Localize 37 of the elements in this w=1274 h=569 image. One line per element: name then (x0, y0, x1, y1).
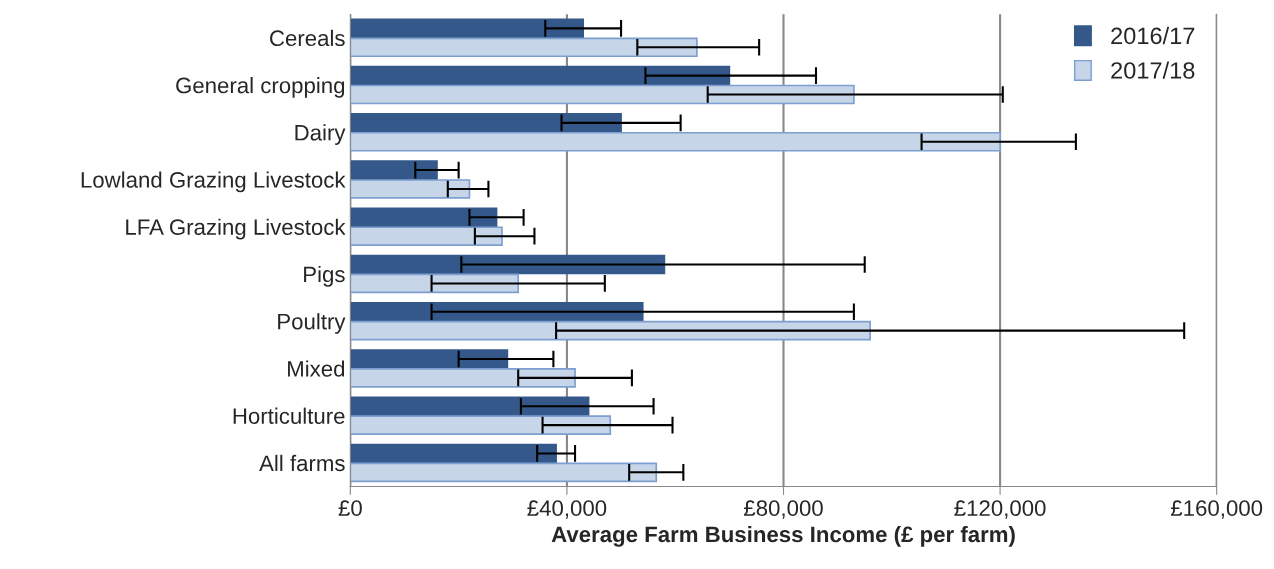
legend-label: 2017/18 (1111, 61, 1195, 79)
bar (350, 320, 871, 341)
bar (350, 415, 612, 435)
y-tick-label: Lowland Grazing Livestock (81, 171, 346, 193)
bar (350, 226, 503, 247)
x-tick-label: £40,000 (527, 500, 607, 519)
y-tick-label: Pigs (304, 265, 345, 287)
bar (350, 113, 622, 133)
y-tick-label: Horticulture (233, 407, 345, 424)
bar (350, 349, 509, 369)
y-tick-label: All farms (259, 454, 345, 472)
bar (350, 84, 855, 105)
y-tick-label: LFA Grazing Livestock (126, 218, 346, 240)
bar (350, 301, 644, 322)
bar (350, 396, 590, 417)
bar (350, 179, 471, 199)
x-tick-label: £80,000 (743, 500, 823, 519)
bar (350, 273, 520, 294)
x-tick-label: £0 (338, 500, 362, 517)
y-tick-label: Dairy (295, 124, 346, 145)
y-tick-label: General cropping (176, 77, 345, 98)
x-tick-label: £120,000 (954, 500, 1046, 519)
bar (350, 131, 1001, 152)
y-tick-label: Cereals (270, 29, 345, 47)
bar (350, 65, 731, 86)
legend-label: 2016/17 (1111, 26, 1195, 45)
bar (350, 443, 557, 464)
x-tick-label: £160,000 (1170, 500, 1263, 519)
bar (350, 368, 576, 388)
bar (350, 462, 658, 483)
bar (350, 37, 698, 58)
y-tick-label: Poultry (278, 313, 346, 334)
y-tick-label: Mixed (288, 360, 345, 377)
bar (350, 160, 438, 180)
bar (350, 18, 585, 39)
x-axis-title: Average Farm Business Income (£ per farm) (551, 525, 1015, 547)
bar (350, 207, 498, 228)
